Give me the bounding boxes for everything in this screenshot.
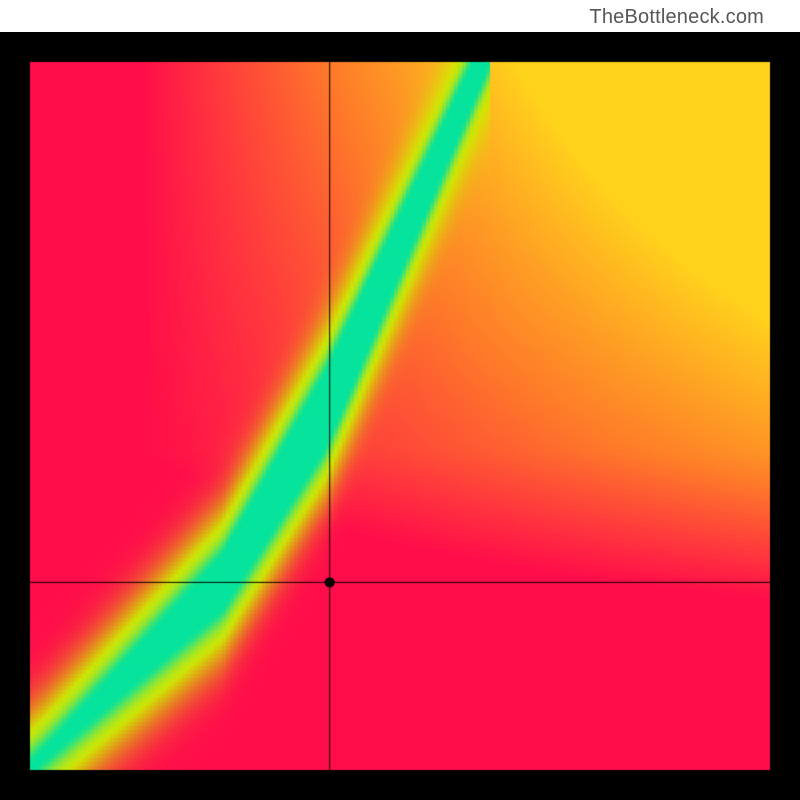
- bottleneck-heatmap: [0, 32, 800, 800]
- attribution-text: TheBottleneck.com: [589, 6, 764, 29]
- root-container: TheBottleneck.com: [0, 0, 800, 800]
